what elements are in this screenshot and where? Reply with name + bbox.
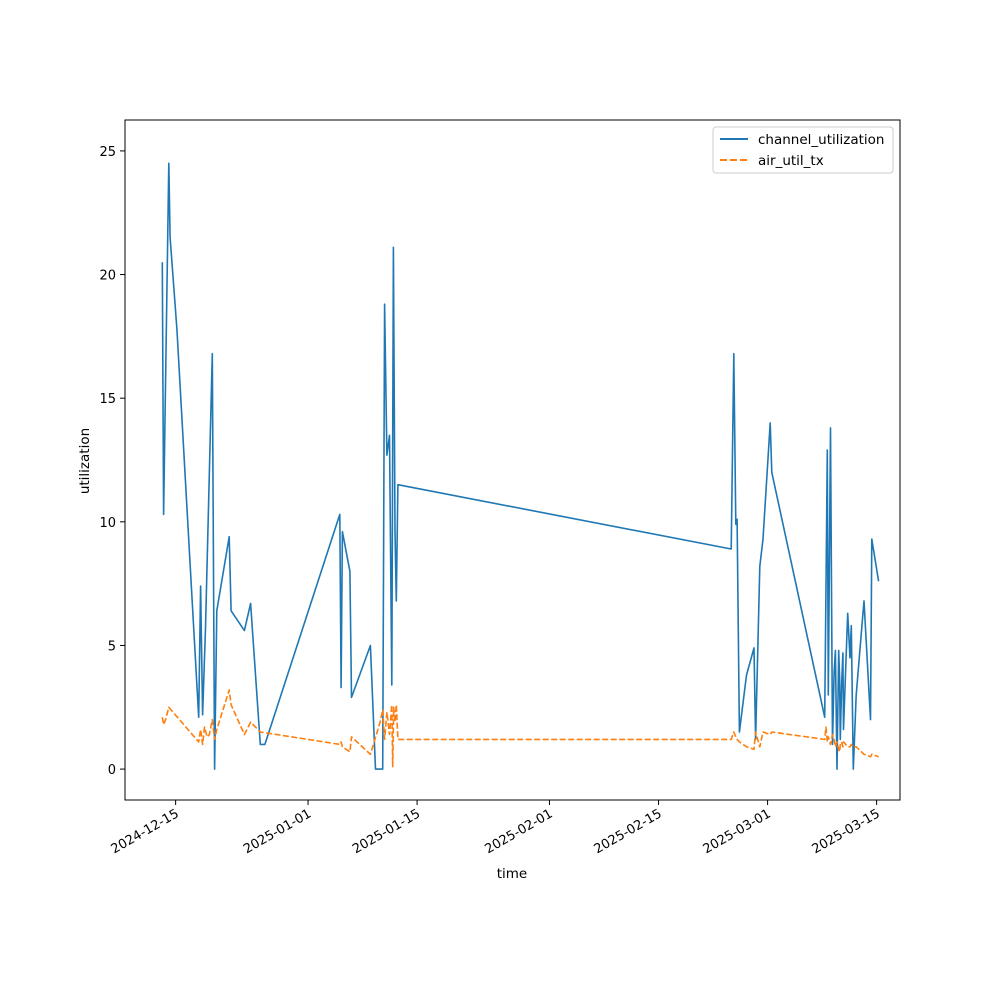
series-line-channel-utilization bbox=[161, 162, 880, 770]
legend: channel_utilization air_util_tx bbox=[712, 126, 894, 174]
legend-label-channel-utilization: channel_utilization bbox=[758, 132, 885, 148]
legend-label-air-util-tx: air_util_tx bbox=[758, 153, 824, 169]
y-tick-label-5: 5 bbox=[108, 639, 116, 654]
y-tick-label-20: 20 bbox=[99, 269, 116, 284]
y-tick-label-15: 15 bbox=[99, 392, 116, 407]
y-tick-label-10: 10 bbox=[99, 516, 116, 531]
x-axis-label: time bbox=[497, 866, 528, 882]
y-tick-label-25: 25 bbox=[99, 145, 116, 160]
plot-area bbox=[161, 162, 880, 770]
axes-frame bbox=[124, 119, 901, 801]
y-axis: 0 5 10 15 20 25 bbox=[99, 145, 125, 778]
series-line-air-util-tx bbox=[161, 689, 879, 768]
y-tick-label-0: 0 bbox=[108, 763, 116, 778]
legend-box bbox=[712, 126, 894, 174]
y-axis-label: utilization bbox=[77, 428, 93, 494]
